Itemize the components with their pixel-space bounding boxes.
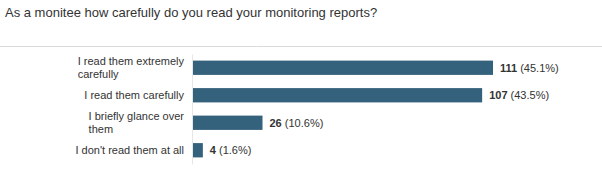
y-axis: I read them extremelycarefullyI read the… [76,55,193,165]
data-label-count: 111 [500,62,517,74]
chart-svg: As a monitee how carefully do you read y… [0,0,602,174]
data-label-percent: (43.5%) [508,89,550,101]
y-tick: I don't read them at all [76,144,193,156]
y-tick-label-line: them [89,123,113,135]
y-tick: I briefly glance overthem [89,110,192,135]
bar [192,116,263,130]
data-label-percent: (10.6%) [282,117,324,129]
data-label: 4 (1.6%) [210,144,252,156]
y-tick-label-line: I briefly glance over [89,110,185,122]
y-tick-label-line: carefully [78,68,119,80]
bar [192,88,482,102]
data-label-percent: (1.6%) [216,144,251,156]
data-label-percent: (45.1%) [517,62,559,74]
y-axis-line [192,55,193,165]
y-tick-label: I don't read them at all [76,144,185,156]
bars [192,61,493,158]
y-tick-label: I briefly glance overthem [89,110,185,135]
data-labels: 111 (45.1%) 107 (43.5%) 26 (10.6%) 4 (1.6%) [210,62,559,157]
data-label-count: 26 [270,117,282,129]
y-tick: I read them extremelycarefully [78,55,192,80]
data-label-count: 107 [489,89,507,101]
chart-title: As a monitee how carefully do you read y… [5,5,377,20]
y-tick: I read them carefully [84,89,192,101]
chart-container: As a monitee how carefully do you read y… [0,0,602,174]
y-tick-label: I read them extremelycarefully [78,55,185,80]
bar [192,61,493,75]
data-label: 111 (45.1%) [500,62,559,74]
data-label: 107 (43.5%) [489,89,549,101]
y-tick-label: I read them carefully [84,89,184,101]
bar [192,143,203,157]
title-divider [0,46,602,47]
data-label: 26 (10.6%) [270,117,324,129]
y-tick-label-line: I read them extremely [78,55,185,67]
